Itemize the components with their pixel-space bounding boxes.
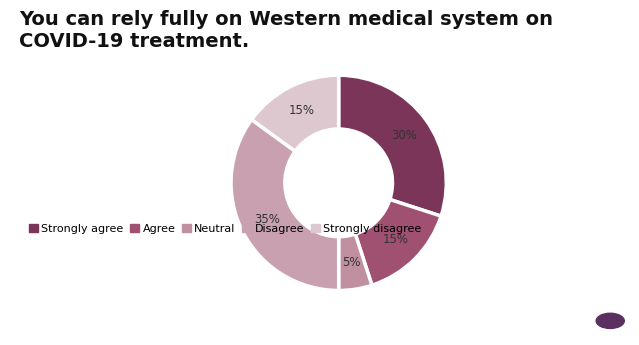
Text: 15%: 15% — [289, 105, 315, 117]
Wedge shape — [339, 75, 446, 216]
Text: 5%: 5% — [342, 256, 360, 269]
Wedge shape — [339, 234, 372, 290]
Text: 30%: 30% — [391, 129, 417, 142]
Text: 15%: 15% — [383, 234, 409, 246]
Legend: Strongly agree, Agree, Neutral, Disagree, Strongly disagree: Strongly agree, Agree, Neutral, Disagree… — [25, 219, 426, 238]
Text: You can rely fully on Western medical system on
COVID-19 treatment.: You can rely fully on Western medical sy… — [19, 10, 553, 51]
Wedge shape — [252, 75, 339, 151]
Text: 35%: 35% — [254, 213, 280, 226]
Wedge shape — [355, 199, 441, 285]
Wedge shape — [231, 120, 339, 290]
